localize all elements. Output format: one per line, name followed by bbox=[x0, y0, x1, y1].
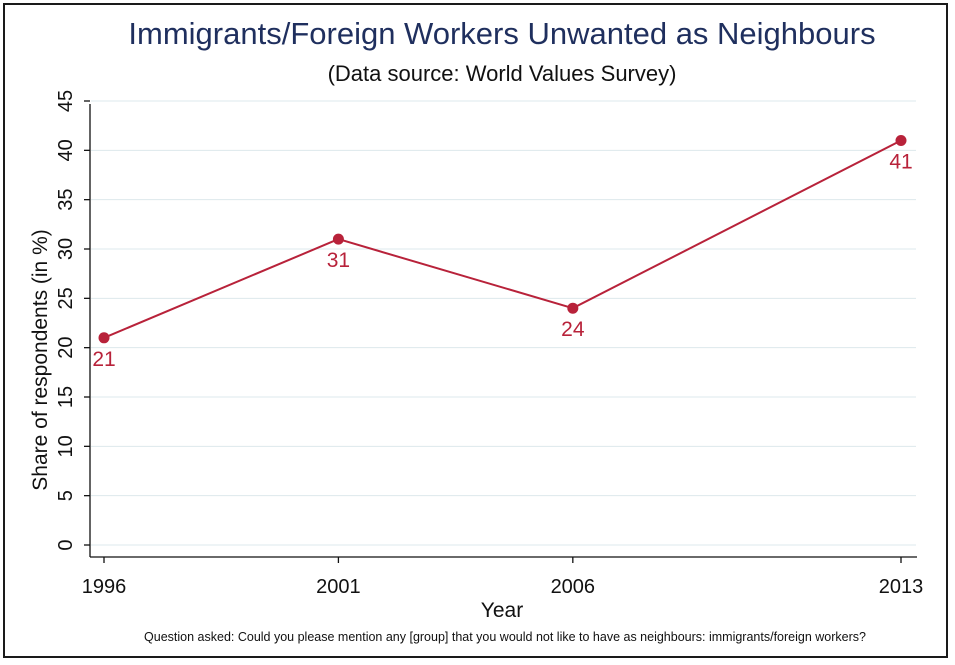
data-label: 24 bbox=[561, 318, 585, 341]
x-tick-label: 2006 bbox=[551, 576, 596, 598]
y-tick-label: 30 bbox=[55, 238, 77, 260]
y-tick-label: 40 bbox=[55, 139, 77, 161]
series-line: 21 31 24 41 bbox=[92, 135, 912, 371]
y-axis-title: Share of respondents (in %) bbox=[29, 229, 52, 490]
y-ticks: 0 5 10 15 20 25 30 35 40 45 bbox=[55, 90, 90, 551]
y-tick-label: 15 bbox=[55, 386, 77, 408]
footnote: Question asked: Could you please mention… bbox=[144, 630, 866, 644]
y-tick-label: 25 bbox=[55, 287, 77, 309]
y-tick-label: 45 bbox=[55, 90, 77, 112]
data-point bbox=[333, 234, 344, 245]
data-label: 21 bbox=[92, 348, 115, 371]
chart-subtitle: (Data source: World Values Survey) bbox=[328, 61, 677, 86]
series-polyline bbox=[104, 141, 901, 338]
data-label: 31 bbox=[327, 249, 350, 272]
x-axis-title: Year bbox=[481, 599, 523, 622]
grid-lines bbox=[91, 101, 916, 545]
data-point bbox=[896, 135, 907, 146]
y-tick-label: 0 bbox=[55, 539, 77, 550]
x-tick-label: 2013 bbox=[879, 576, 924, 598]
y-tick-label: 20 bbox=[55, 337, 77, 359]
x-tick-label: 1996 bbox=[82, 576, 127, 598]
y-tick-label: 5 bbox=[55, 490, 77, 501]
x-tick-label: 2001 bbox=[316, 576, 361, 598]
y-tick-label: 10 bbox=[55, 435, 77, 457]
chart-title: Immigrants/Foreign Workers Unwanted as N… bbox=[128, 16, 875, 51]
y-tick-label: 35 bbox=[55, 189, 77, 211]
data-point bbox=[567, 303, 578, 314]
x-ticks: 1996 2001 2006 2013 bbox=[82, 557, 924, 598]
data-point bbox=[99, 332, 110, 343]
data-label: 41 bbox=[889, 150, 912, 173]
